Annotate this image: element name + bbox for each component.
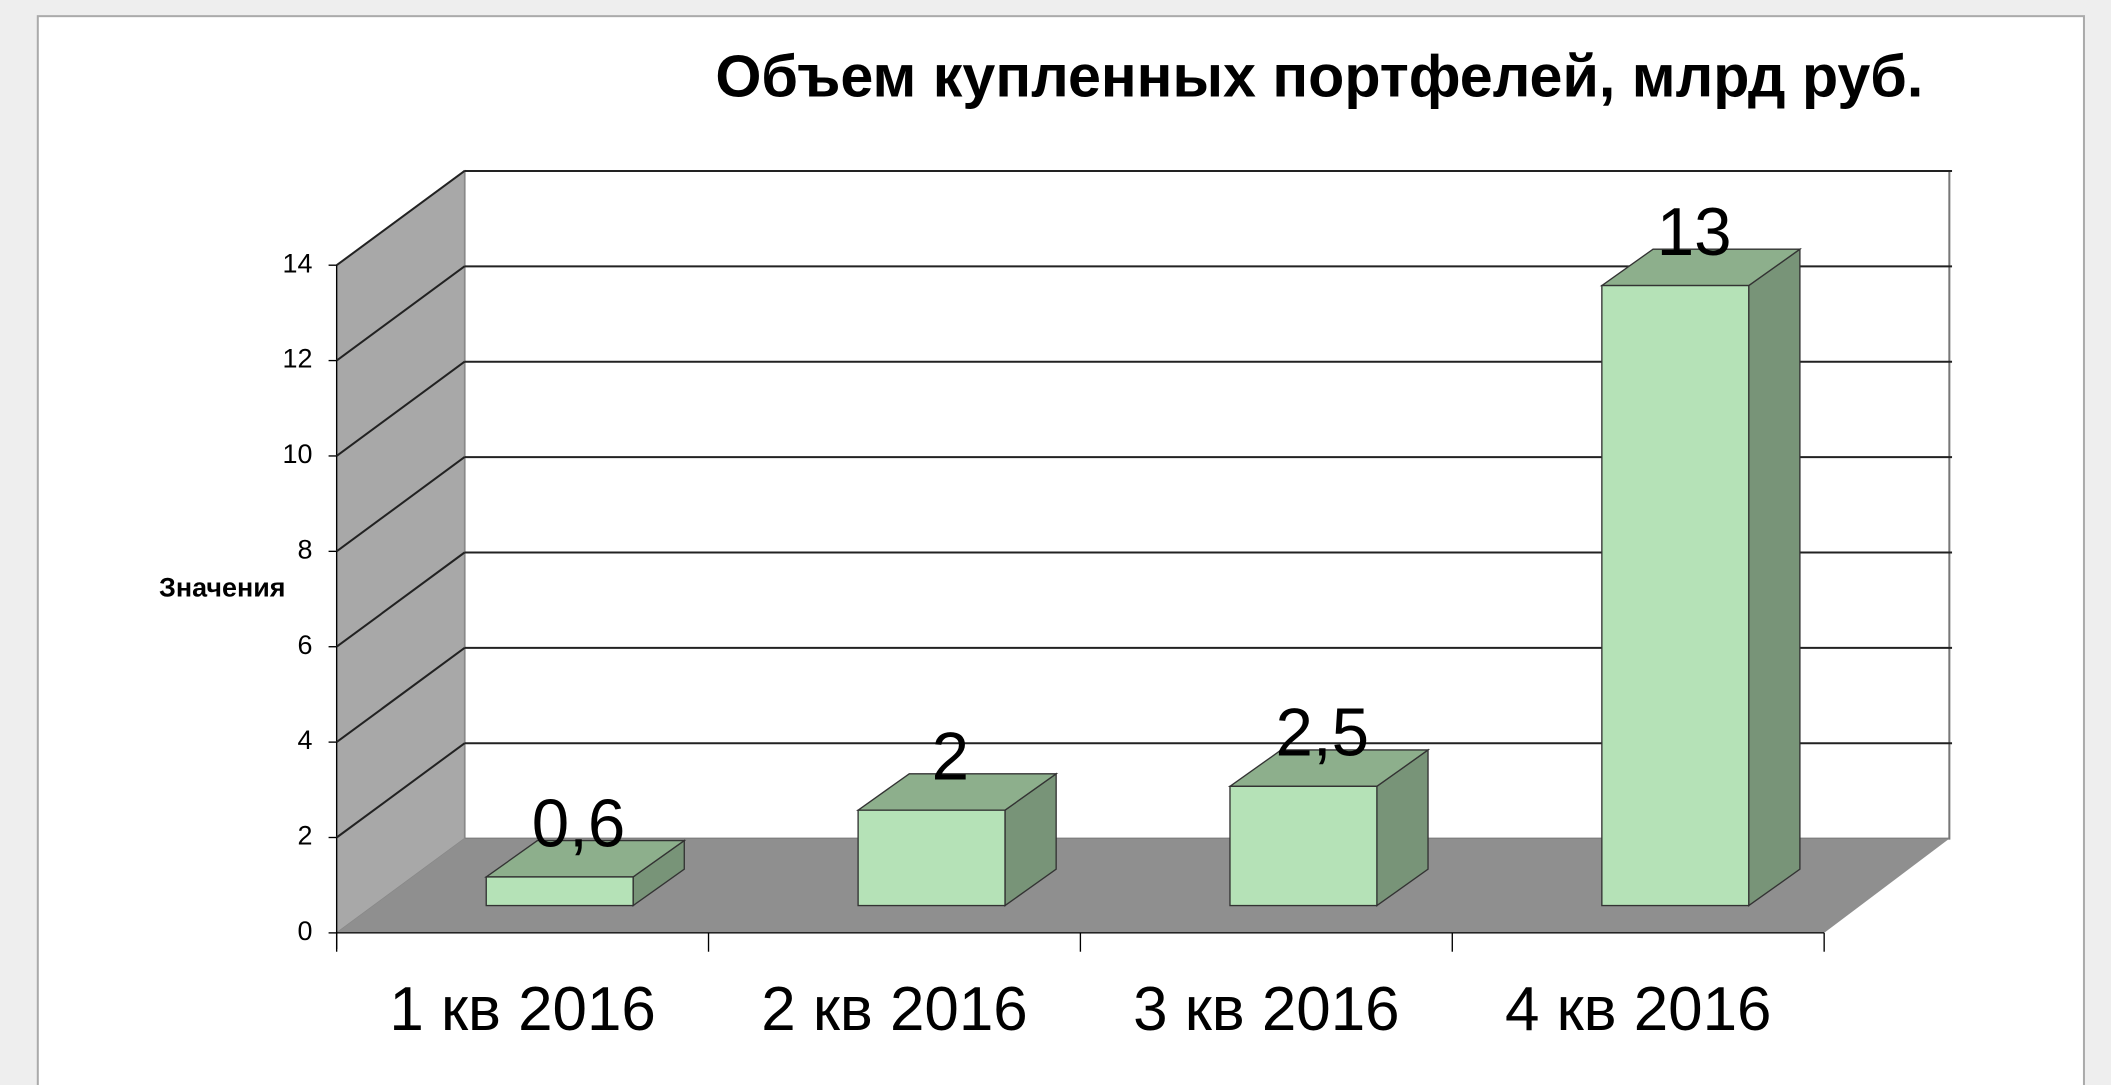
grid-line [336,742,466,839]
bar [485,876,634,907]
y-tick-label: 4 [297,725,312,755]
x-tick-label: 1 кв 2016 [389,975,656,1044]
y-tick-label: 6 [297,630,312,660]
y-tick-label: 14 [282,248,312,278]
grid-line [336,360,466,457]
data-label: 0,6 [532,786,626,861]
x-tick-label: 3 кв 2016 [1133,975,1400,1044]
y-tick-label: 8 [297,534,312,564]
side-wall [335,169,466,935]
y-axis-label: Значения [159,573,285,603]
grid-line [336,647,466,743]
y-tick-label: 0 [297,916,312,946]
x-tick-label: 2 кв 2016 [761,975,1028,1044]
data-label: 13 [1657,195,1732,270]
grid-line [336,265,466,362]
y-tick-label: 2 [297,821,312,851]
floor [336,838,1950,933]
y-tick-label: 10 [282,439,312,469]
bar [1601,284,1750,907]
bar-side [1748,247,1801,907]
bar [1229,785,1378,907]
y-tick-label: 12 [282,344,312,374]
grid-line [336,170,466,267]
grid-line [336,551,466,648]
data-label: 2 [932,719,969,794]
bar [857,809,1006,907]
x-tick-label: 4 кв 2016 [1505,975,1772,1044]
data-label: 2,5 [1275,696,1369,771]
chart-title: Объем купленных портфелей, млрд руб. [715,42,1923,109]
grid-line [336,456,466,553]
